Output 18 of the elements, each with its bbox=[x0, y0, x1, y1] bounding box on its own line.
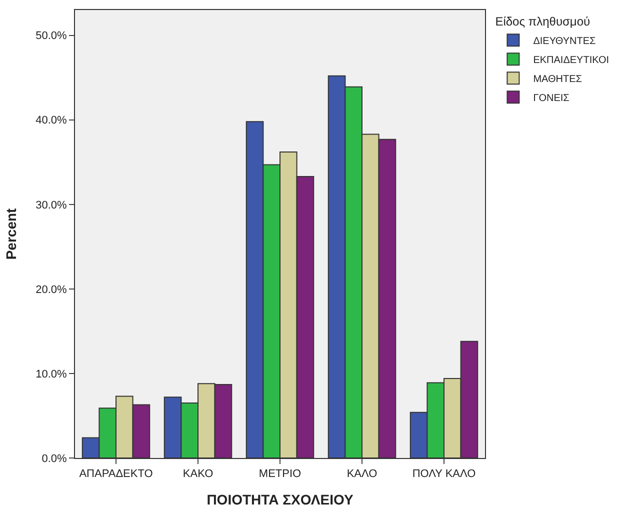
y-tick-label: 40.0% bbox=[36, 114, 68, 127]
x-tick-label: ΚΑΚΟ bbox=[182, 468, 214, 480]
x-tick-label: ΚΑΛΟ bbox=[346, 468, 378, 480]
x-axis-title: ΠΟΙΟΤΗΤΑ ΣΧΟΛΕΙΟΥ bbox=[206, 492, 354, 508]
legend-label: ΕΚΠΑΙΔΕΥΤΙΚΟΙ bbox=[533, 55, 610, 66]
y-tick-label: 50.0% bbox=[36, 30, 68, 42]
legend-label: ΜΑΘΗΤΕΣ bbox=[533, 74, 582, 85]
y-tick-label: 20.0% bbox=[36, 284, 68, 296]
y-tick-label: 0.0% bbox=[42, 452, 68, 465]
y-tick-label: 10.0% bbox=[36, 368, 68, 380]
x-tick-label: ΠΟΛΥ ΚΑΛΟ bbox=[412, 468, 476, 480]
legend-label: ΔΙΕΥΘΥΝΤΕΣ bbox=[533, 36, 596, 47]
y-axis-title: Percent bbox=[3, 208, 20, 260]
y-tick-label: 30.0% bbox=[36, 199, 68, 212]
x-tick-label: ΜΕΤΡΙΟ bbox=[258, 468, 302, 480]
legend-label: ΓΟΝΕΙΣ bbox=[533, 93, 570, 104]
legend-title: Είδος πληθυσμού bbox=[495, 14, 590, 29]
x-tick-label: ΑΠΑΡΑΔΕΚΤΟ bbox=[79, 468, 154, 480]
